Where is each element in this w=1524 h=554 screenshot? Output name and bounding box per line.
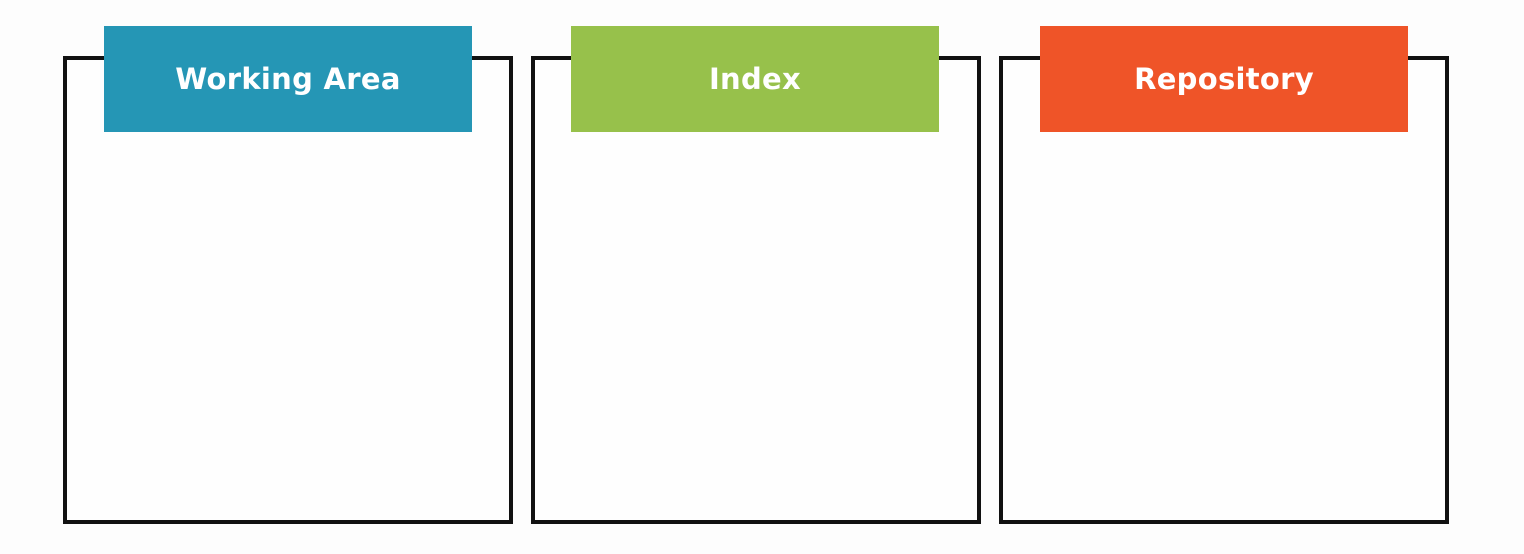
index-title: Index [571, 26, 939, 132]
index-box [531, 56, 981, 524]
repository-title: Repository [1040, 26, 1408, 132]
repository-box [999, 56, 1449, 524]
working-area-title: Working Area [104, 26, 472, 132]
working-area-box [63, 56, 513, 524]
